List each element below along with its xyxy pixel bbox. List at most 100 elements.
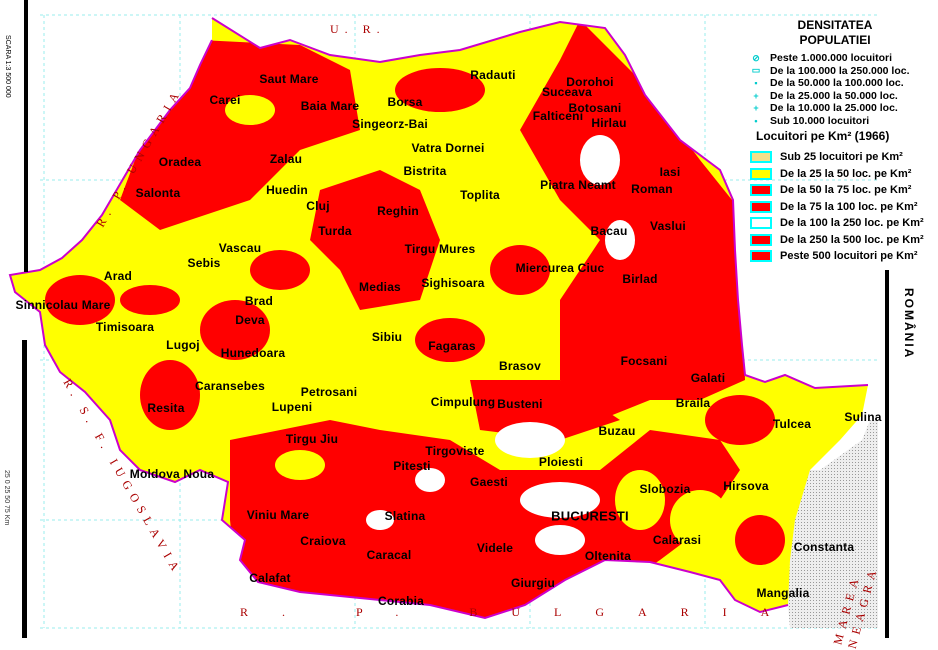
legend-label: Sub 25 locuitori pe Km² [780,151,903,164]
city-label: Calarasi [652,533,702,547]
legend-title-line1: DENSITATEA [797,18,873,32]
legend-city-size: ▪ De la 50.000 la 100.000 loc. [750,77,930,90]
city-label: Carei [209,93,241,107]
city-label: Giurgiu [510,576,556,590]
city-label: Videle [476,541,514,555]
city-label: Saut Mare [259,72,319,86]
city-label: Hirsova [723,479,769,493]
city-label: Vaslui [650,219,686,233]
city-label: Salonta [135,186,181,200]
city-label: Oltenita [584,549,632,563]
city-label: Caransebes [194,379,266,393]
legend-density-title: Locuitori pe Km² (1966) [756,129,890,143]
city-label: Craiova [300,534,346,548]
city-label: Timisoara [95,320,155,334]
city-label: Slobozia [639,482,691,496]
neighbor-south: R. P. BULGARIA [240,605,804,619]
swatch-icon [750,217,772,230]
city-label: Viniu Mare [246,508,310,522]
city-label: Sebis [187,256,221,270]
neighbor-north: U. R. [330,22,386,36]
legend-density-class: Sub 25 locuitori pe Km² [750,149,930,166]
legend-density-class: De la 75 la 100 loc. pe Km² [750,199,930,216]
city-label: Constanta [793,540,855,554]
city-label: Radauti [470,68,516,82]
scale-bar [22,340,27,638]
legend-title-line2: POPULATIEI [799,33,871,47]
city-label: Arad [103,269,133,283]
border-line [8,17,869,620]
legend-city-size: + De la 25.000 la 50.000 loc. [750,90,930,103]
city-label: Lugoj [166,338,200,352]
city-label: Bacau [590,224,628,238]
country-name: ROMÂNIA [902,288,916,360]
legend-city-size: + De la 10.000 la 25.000 loc. [750,102,930,115]
city-label: Ploiesti [538,455,584,469]
city-label: Hirlau [591,116,627,130]
city-label: Gaesti [470,475,508,489]
frame-right [885,270,889,638]
city-label: Petrosani [300,385,358,399]
city-label: Sulina [844,410,882,424]
legend-density-class: De la 25 la 50 loc. pe Km² [750,166,930,183]
city-label: Cimpulung [430,395,496,409]
frame-left [24,0,28,272]
city-label: Cluj [306,199,330,213]
city-label: Tulcea [772,417,812,431]
city-label: Tirgu Mures [404,242,476,256]
city-label: Roman [631,182,673,196]
legend: DENSITATEA POPULATIEI ⊘ Peste 1.000.000 l… [750,18,930,265]
scale-ticks: 25 0 25 50 75 Km [3,470,10,526]
city-label: Reghin [377,204,419,218]
city-label: Sinnicolau Mare [15,298,111,312]
city-label: Busteni [497,397,543,411]
city-label: Bistrita [403,164,447,178]
legend-label: De la 25 la 50 loc. pe Km² [780,167,912,180]
small-cross-icon: + [753,90,759,101]
legend-city-size: • Sub 10.000 locuitori [750,115,930,128]
legend-label: De la 50.000 la 100.000 loc. [770,77,904,90]
city-label: Singeorz-Bai [352,117,428,131]
open-square-icon: ▭ [751,65,761,76]
dot-icon: • [754,115,758,126]
city-label: Caracal [366,548,412,562]
legend-label: Peste 500 locuitori pe Km² [780,250,918,263]
legend-density-class: De la 250 la 500 loc. pe Km² [750,232,930,249]
city-label: Braila [675,396,711,410]
city-label: Mangalia [756,586,810,600]
city-label: Falticeni [532,109,584,123]
legend-label: De la 100 la 250 loc. pe Km² [780,217,924,230]
city-label: Sibiu [371,330,403,344]
city-label: Borsa [387,95,423,109]
city-label: Birlad [622,272,658,286]
city-label: Tirgu Jiu [285,432,339,446]
swatch-icon [750,151,772,164]
city-label: Calafat [249,571,291,585]
city-label: Focsani [620,354,668,368]
legend-label: De la 10.000 la 25.000 loc. [770,102,898,115]
city-label: Hunedoara [220,346,286,360]
swatch-icon [750,184,772,197]
swatch-icon [750,233,772,246]
city-label: Pitesti [393,459,431,473]
legend-density-class: De la 50 la 75 loc. pe Km² [750,182,930,199]
swatch-icon [750,250,772,263]
city-label: Vatra Dornei [411,141,485,155]
city-label: Zalau [269,152,303,166]
city-label: Turda [318,224,352,238]
city-label: Vascau [218,241,262,255]
city-label: Miercurea Ciuc [515,261,605,275]
legend-density-class: De la 100 la 250 loc. pe Km² [750,215,930,232]
city-label: Slatina [384,509,426,523]
small-plus-icon: + [753,103,759,114]
city-label: Corabia [377,594,425,608]
city-label: Tirgoviste [425,444,485,458]
city-label: Moldova Noua [129,467,215,481]
legend-label: De la 50 la 75 loc. pe Km² [780,184,912,197]
city-label: Huedin [266,183,308,197]
city-label: Piatra Neamt [540,178,616,192]
swatch-icon [750,167,772,180]
city-label: Toplita [460,188,500,202]
swatch-icon [750,200,772,213]
